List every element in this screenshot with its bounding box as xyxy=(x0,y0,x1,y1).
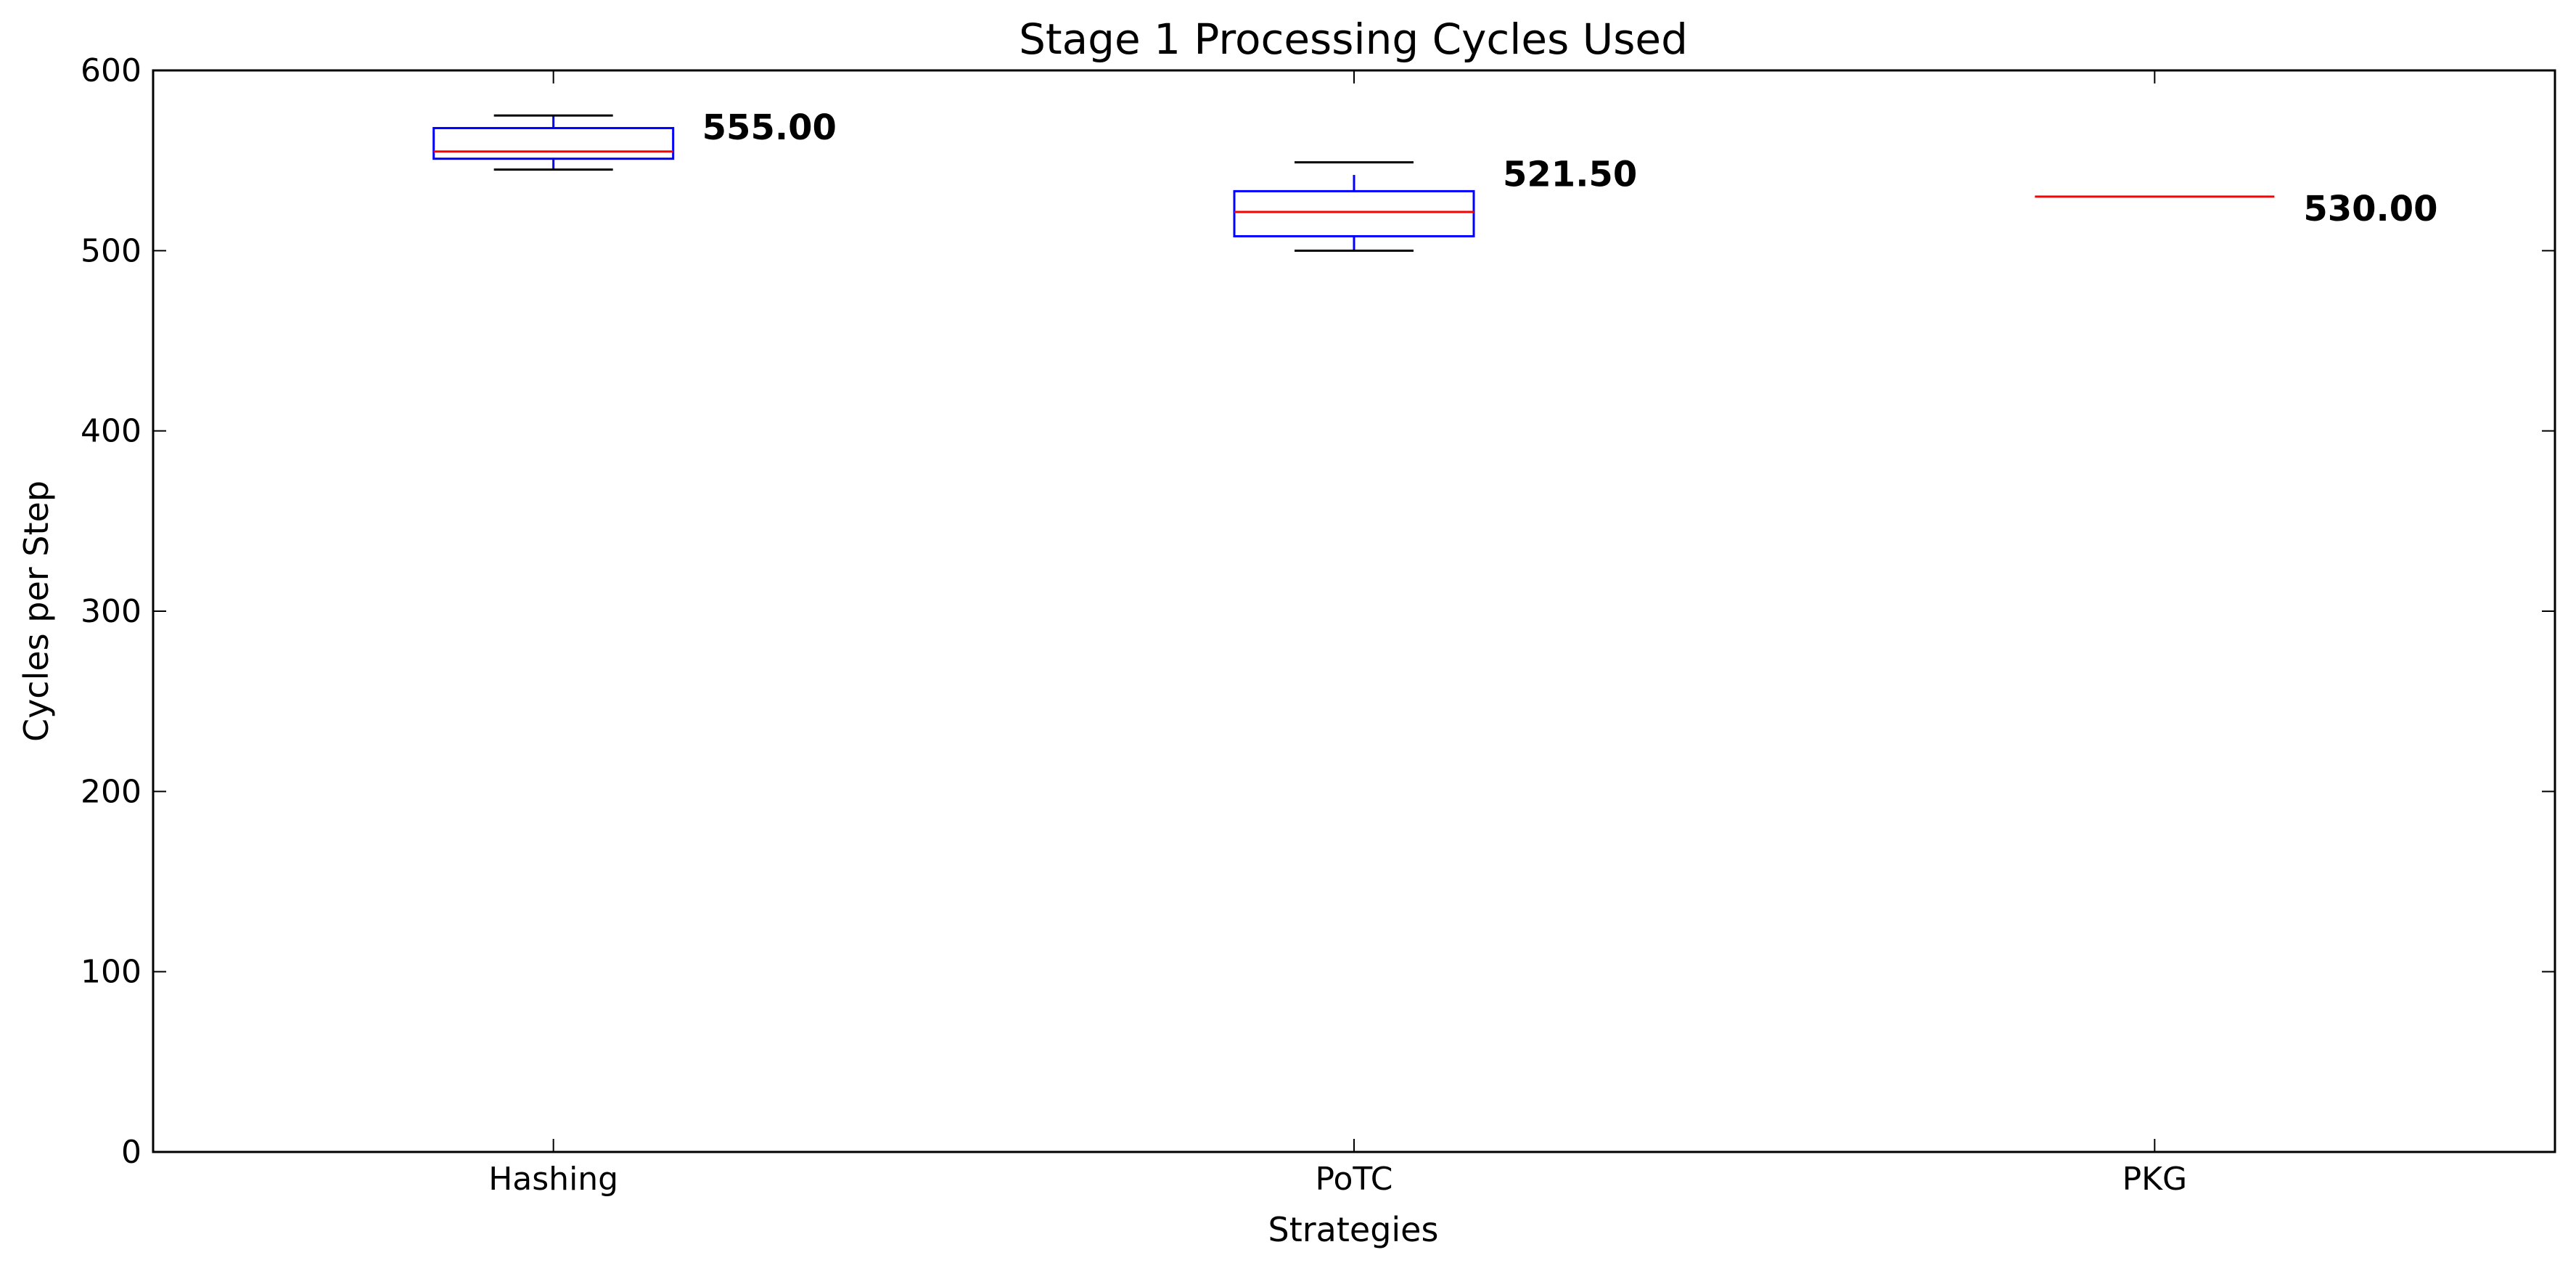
median-value-label: 521.50 xyxy=(1503,155,1637,195)
box-iqr xyxy=(1233,189,1475,237)
y-tick-label: 100 xyxy=(81,954,141,991)
x-tick-label: PoTC xyxy=(1316,1161,1393,1198)
y-tick-label: 300 xyxy=(81,593,141,630)
y-tick-label: 0 xyxy=(121,1134,141,1171)
y-axis-ticks: 0 100 200 300 400 500 600 xyxy=(81,52,2555,1171)
x-axis-ticks: Hashing PoTC PKG xyxy=(488,70,2187,1198)
plot-area-frame xyxy=(152,69,2556,1153)
median-value-label: 555.00 xyxy=(702,107,837,148)
median-value-label: 530.00 xyxy=(2303,189,2437,229)
x-tick-label: Hashing xyxy=(488,1161,618,1198)
y-tick-label: 400 xyxy=(81,413,141,450)
y-tick-label: 500 xyxy=(81,232,141,269)
box-group-hashing: 555.00 xyxy=(432,107,837,171)
y-axis-label: Cycles per Step xyxy=(17,481,56,742)
chart-title: Stage 1 Processing Cycles Used xyxy=(1019,15,1688,64)
x-axis-label: Strategies xyxy=(1268,1210,1439,1249)
x-tick-label: PKG xyxy=(2122,1161,2187,1198)
y-tick-label: 600 xyxy=(81,52,141,89)
box-group-pkg: 530.00 xyxy=(2035,189,2438,229)
box-series: 555.00 521.50 530.00 xyxy=(432,107,2438,252)
y-tick-label: 200 xyxy=(81,773,141,810)
box-group-potc: 521.50 xyxy=(1233,155,1637,252)
box-iqr xyxy=(432,126,675,160)
